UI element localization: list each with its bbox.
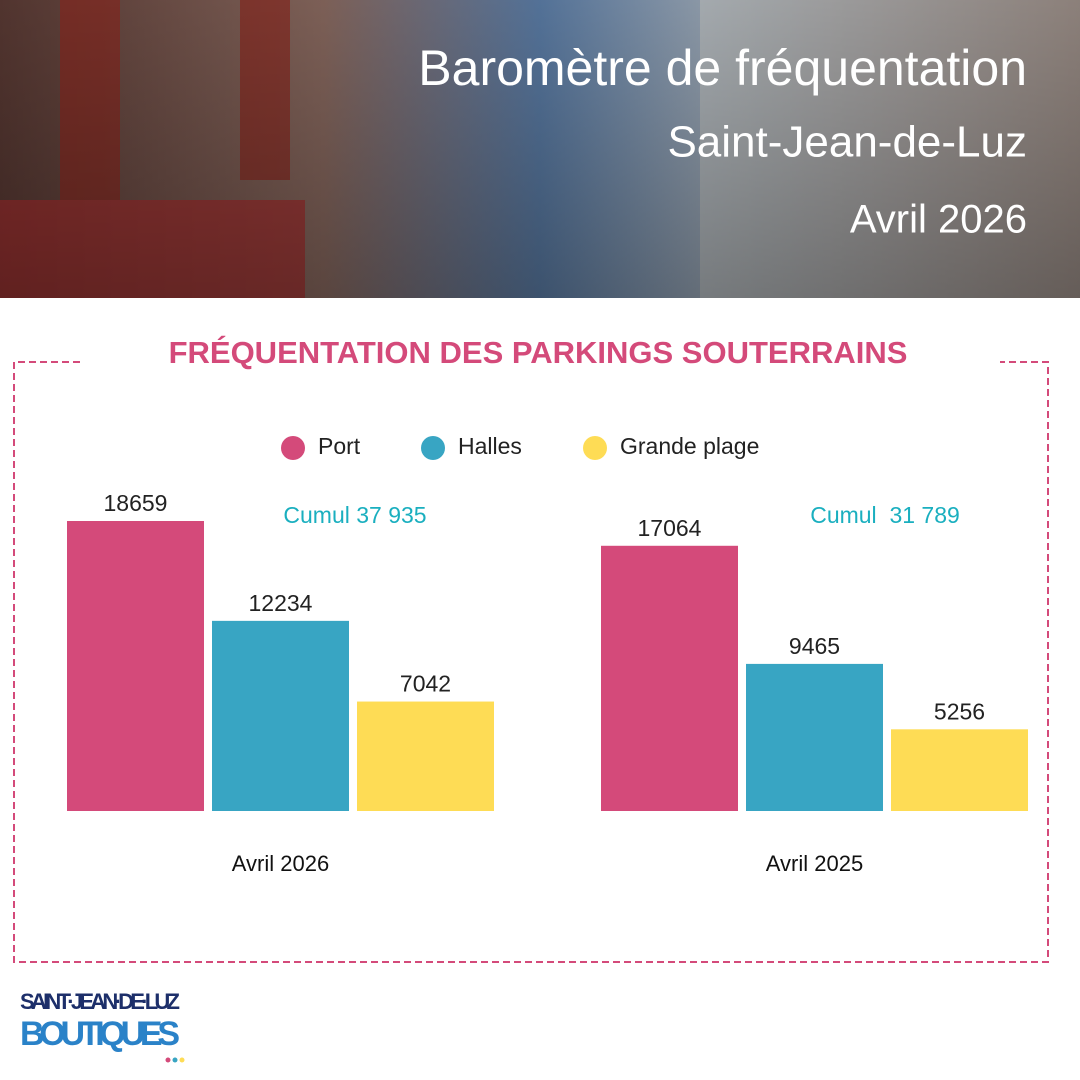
frame [13,361,1049,963]
value-label: 7042 [400,671,451,697]
bar [891,729,1028,811]
logo-line2: BOUTIQUES [20,1015,180,1053]
legend-label: Grande plage [620,433,759,459]
header-place: Saint-Jean-de-Luz [667,118,1027,167]
header-photo [0,0,1080,298]
category-label: Avril 2026 [232,851,329,876]
value-label: 9465 [789,633,840,659]
legend-label: Halles [458,433,522,459]
legend-marker [583,436,607,460]
legend-label: Port [318,433,361,459]
value-label: 5256 [934,698,985,724]
chart-title: FRÉQUENTATION DES PARKINGS SOUTERRAINS [169,335,908,370]
header-period: Avril 2026 [850,198,1027,242]
bar [746,663,883,811]
legend-marker [421,436,445,460]
header-title: Baromètre de fréquentation [418,40,1027,96]
bar [601,545,738,811]
logo-line1: SAINT·JEAN·DE·LUZ [20,989,180,1014]
bar [212,620,349,811]
category-label: Avril 2025 [766,851,863,876]
bar [67,521,204,811]
value-label: 18659 [104,490,168,516]
annotation: Cumul 37 935 [283,502,426,528]
logo-dots [165,1057,185,1063]
value-label: 17064 [638,515,702,541]
bar [357,701,494,811]
annotation: Cumul 31 789 [810,502,960,528]
legend-marker [281,436,305,460]
value-label: 12234 [249,590,313,616]
